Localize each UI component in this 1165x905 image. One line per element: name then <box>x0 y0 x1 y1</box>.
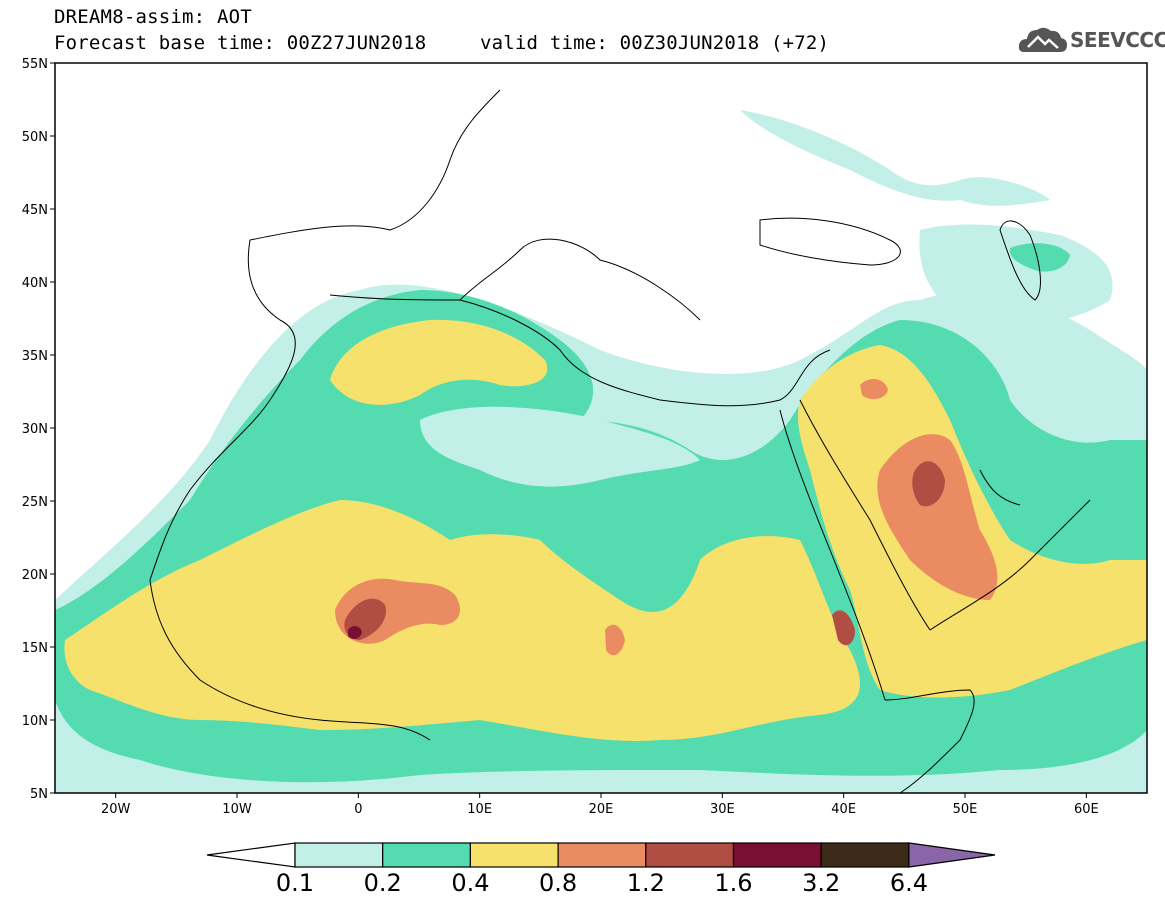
colorbar-labels: 0.1 0.2 0.4 0.8 1.2 1.6 3.2 6.4 <box>276 869 928 897</box>
colorbar-box <box>294 842 384 868</box>
coastlines <box>149 89 1091 793</box>
chart-title: DREAM8-assim: AOT <box>54 6 252 28</box>
aot-band-0.8-arabia <box>877 434 998 600</box>
lon-tick-label: 0 <box>354 802 362 817</box>
lon-tick-label: 50E <box>953 802 978 817</box>
colorbar-level-label: 1.6 <box>714 869 752 897</box>
coastline-horn <box>884 689 975 793</box>
coastline-europe <box>249 89 701 321</box>
colorbar-over-triangle <box>908 842 996 868</box>
colorbar-level-label: 0.1 <box>276 869 314 897</box>
colorbar-level-label: 0.4 <box>451 869 489 897</box>
colorbar-box <box>645 842 735 868</box>
coastline-arabia <box>929 469 1091 631</box>
coastline-mediterranean <box>329 294 831 407</box>
axis-ticks: 55N 50N 45N 40N 35N 30N 25N 20N 15N 10N 5N 20W 10W 0 1… <box>22 57 1099 817</box>
colorbar-boxes <box>206 842 996 868</box>
lon-tick-label: 10E <box>467 802 492 817</box>
coastline-black-sea <box>759 217 901 266</box>
lat-tick-label: 45N <box>22 203 48 218</box>
forecast-base-time: Forecast base time: 00Z27JUN2018 valid ti… <box>54 32 829 54</box>
lat-tick-label: 5N <box>30 787 48 802</box>
lon-tick-label: 20E <box>589 802 614 817</box>
lat-tick-label: 50N <box>22 130 48 145</box>
lat-tick-label: 35N <box>22 349 48 364</box>
aot-band-0.1-north <box>740 110 1050 206</box>
lon-tick-label: 30E <box>710 802 735 817</box>
lat-tick-label: 25N <box>22 495 48 510</box>
coastline-west-africa <box>149 239 431 741</box>
colorbar-box <box>557 842 647 868</box>
aot-band-1.2-eritrea <box>832 610 855 646</box>
aot-band-0.8-north-arabia <box>860 378 888 400</box>
lon-tick-label: 40E <box>831 802 856 817</box>
logo-text: SEEVCCC <box>1070 28 1165 52</box>
colorbar-level-label: 6.4 <box>890 869 928 897</box>
aot-band-0.2-caspian <box>1009 243 1070 272</box>
coastline-caspian <box>999 220 1041 301</box>
coastline-red-sea <box>779 399 931 701</box>
colorbar-level-label: 3.2 <box>802 869 840 897</box>
aot-band-0.4-north <box>330 319 548 405</box>
lat-tick-label: 15N <box>22 641 48 656</box>
colorbar-level-label: 1.2 <box>627 869 665 897</box>
aot-band-0.8-chad <box>605 624 625 656</box>
aot-band-1.6-mali <box>348 626 362 640</box>
aot-band-1.2-arabia <box>912 461 945 507</box>
aot-band-0.1-libya <box>420 406 700 487</box>
lat-tick-label: 40N <box>22 276 48 291</box>
colorbar-level-label: 0.8 <box>539 869 577 897</box>
lat-tick-label: 55N <box>22 57 48 72</box>
colorbar-under-triangle <box>206 842 296 868</box>
lon-tick-label: 10W <box>222 802 252 817</box>
aot-band-0.4-sahel <box>64 500 861 741</box>
seevccc-logo: SEEVCCC <box>1018 22 1165 56</box>
aot-fields <box>55 110 1147 793</box>
lon-tick-label: 60E <box>1074 802 1099 817</box>
lat-tick-label: 30N <box>22 422 48 437</box>
colorbar-box <box>469 842 559 868</box>
cloud-icon <box>1018 27 1067 52</box>
lat-tick-label: 10N <box>22 714 48 729</box>
colorbar-box <box>382 842 472 868</box>
lat-tick-label: 20N <box>22 568 48 583</box>
colorbar-level-label: 0.2 <box>364 869 402 897</box>
base-time-label: Forecast base time: 00Z27JUN2018 <box>54 32 427 54</box>
valid-time-label: valid time: 00Z30JUN2018 (+72) <box>480 32 830 54</box>
colorbar-box <box>732 842 822 868</box>
colorbar-box <box>820 842 910 868</box>
lon-tick-label: 20W <box>101 802 131 817</box>
